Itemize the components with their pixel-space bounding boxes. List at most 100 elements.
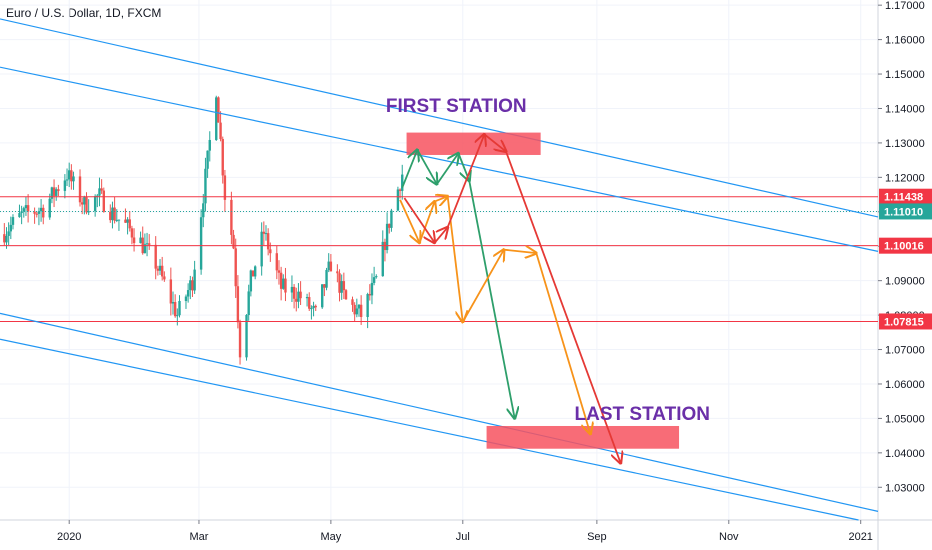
candle-body bbox=[342, 281, 346, 291]
candle-body bbox=[340, 281, 343, 293]
candle-body bbox=[176, 315, 179, 317]
candle-body bbox=[279, 272, 283, 289]
level-label: 1.11438 bbox=[884, 192, 923, 204]
candle-body bbox=[178, 300, 181, 316]
candle-body bbox=[327, 261, 330, 270]
candle-body bbox=[375, 276, 378, 278]
candle-body bbox=[308, 297, 311, 309]
candle-body bbox=[329, 261, 333, 272]
candle-body bbox=[253, 266, 257, 277]
chart-title: Euro / U.S. Dollar, 1D, FXCM bbox=[6, 6, 162, 20]
x-tick-label: 2020 bbox=[57, 531, 81, 543]
first-station-zone bbox=[406, 132, 541, 155]
candle-body bbox=[117, 219, 121, 221]
candle-body bbox=[321, 284, 324, 308]
candle-body bbox=[55, 189, 58, 196]
candle-body bbox=[37, 211, 41, 214]
channel-line bbox=[0, 312, 879, 512]
candle-body bbox=[158, 265, 162, 271]
y-tick-label: 1.16000 bbox=[885, 35, 925, 47]
candle-body bbox=[83, 197, 86, 205]
candle-body bbox=[35, 213, 38, 215]
candle-body bbox=[269, 249, 272, 254]
candle-body bbox=[323, 284, 326, 288]
y-tick-label: 1.07000 bbox=[885, 345, 925, 357]
projection-arrow bbox=[436, 153, 459, 185]
candle-body bbox=[357, 304, 361, 309]
candle-body bbox=[124, 219, 127, 223]
y-tick-label: 1.05000 bbox=[885, 413, 925, 425]
candle-body bbox=[11, 217, 15, 225]
candle-body bbox=[98, 188, 101, 196]
y-tick-label: 1.04000 bbox=[885, 448, 925, 460]
candle-body bbox=[368, 294, 371, 296]
candle-body bbox=[113, 207, 116, 221]
projection-arrow bbox=[446, 134, 485, 228]
candle-body bbox=[295, 298, 298, 302]
candle-body bbox=[50, 187, 54, 199]
candle-body bbox=[191, 280, 194, 291]
candle-body bbox=[297, 291, 300, 302]
y-tick-label: 1.14000 bbox=[885, 103, 925, 115]
candle-body bbox=[57, 189, 60, 191]
candle-body bbox=[18, 213, 21, 218]
y-tick-label: 1.15000 bbox=[885, 69, 925, 81]
candle-body bbox=[20, 211, 23, 214]
candle-body bbox=[132, 237, 136, 244]
candle-body bbox=[372, 277, 376, 283]
x-tick-label: 2021 bbox=[848, 531, 872, 543]
candle-body bbox=[381, 241, 384, 277]
candle-body bbox=[277, 270, 281, 273]
candle-body bbox=[223, 175, 227, 200]
candle-body bbox=[154, 244, 157, 269]
candle-body bbox=[145, 243, 149, 245]
candle-body bbox=[5, 235, 8, 243]
projection-arrow bbox=[535, 252, 590, 434]
candle-body bbox=[325, 269, 328, 288]
candle-body bbox=[160, 265, 164, 277]
projection-arrow bbox=[483, 133, 506, 151]
candle-body bbox=[398, 189, 402, 191]
y-tick-label: 1.09000 bbox=[885, 276, 925, 288]
candle-body bbox=[266, 233, 270, 250]
candle-body bbox=[232, 234, 235, 249]
candle-body bbox=[230, 199, 233, 235]
projection-arrow bbox=[468, 180, 514, 419]
candle-body bbox=[359, 304, 363, 318]
candle-body bbox=[65, 179, 69, 181]
candle-body bbox=[39, 207, 43, 212]
projection-arrow bbox=[505, 151, 621, 464]
candle-body bbox=[163, 276, 166, 280]
projection-arrow bbox=[399, 199, 419, 243]
candle-body bbox=[219, 122, 222, 140]
annotation-label: FIRST STATION bbox=[386, 96, 527, 117]
projection-arrow bbox=[434, 196, 448, 201]
candle-body bbox=[189, 280, 192, 291]
candle-body bbox=[9, 224, 13, 232]
candle-body bbox=[351, 299, 354, 305]
candle-body bbox=[338, 273, 341, 293]
x-tick-label: Nov bbox=[719, 531, 739, 543]
candle-body bbox=[366, 294, 369, 318]
candle-body bbox=[7, 231, 10, 236]
candle-body bbox=[100, 188, 103, 191]
candle-body bbox=[251, 270, 255, 277]
candle-body bbox=[148, 243, 151, 245]
candle-body bbox=[208, 139, 211, 151]
projection-arrow bbox=[418, 201, 435, 244]
last-price-label: 1.11010 bbox=[884, 206, 923, 218]
projection-arrow bbox=[503, 250, 536, 253]
candle-body bbox=[388, 223, 391, 228]
candle-body bbox=[245, 315, 248, 358]
candle-body bbox=[284, 278, 287, 293]
level-label: 1.07815 bbox=[884, 316, 924, 328]
level-label: 1.10016 bbox=[884, 241, 924, 253]
candle-body bbox=[96, 195, 99, 197]
candle-body bbox=[80, 202, 84, 205]
candle-body bbox=[24, 205, 28, 209]
candle-body bbox=[128, 219, 131, 229]
candle-body bbox=[169, 279, 173, 304]
candle-body bbox=[87, 211, 90, 213]
candle-body bbox=[262, 231, 266, 234]
